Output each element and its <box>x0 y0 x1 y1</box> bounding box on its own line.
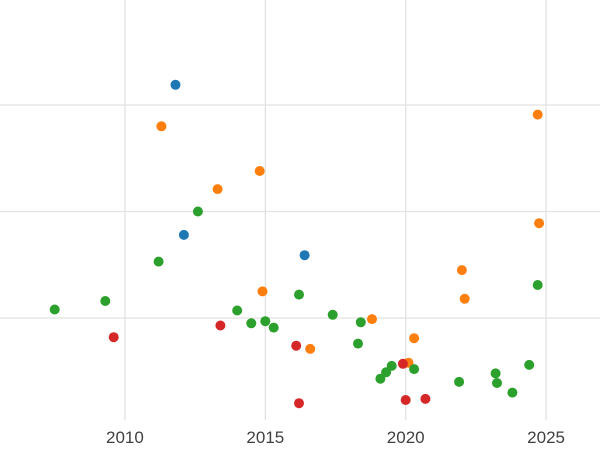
data-point-green <box>355 317 366 328</box>
x-tick-label: 2020 <box>387 428 425 447</box>
data-point-green <box>49 304 60 315</box>
data-point-red <box>400 395 411 405</box>
data-point-green <box>454 376 465 387</box>
data-point-red <box>291 340 302 351</box>
data-point-orange <box>534 218 545 229</box>
data-point-green <box>100 296 111 306</box>
data-point-orange <box>212 184 223 195</box>
data-point-red <box>215 320 226 331</box>
data-point-orange <box>305 343 316 354</box>
x-tick-label: 2025 <box>527 428 565 447</box>
data-point-green <box>246 318 257 329</box>
data-point-red <box>397 358 408 369</box>
data-point-green <box>260 316 271 327</box>
data-point-green <box>153 256 164 267</box>
data-point-red <box>420 393 431 404</box>
data-point-green <box>232 305 243 316</box>
data-point-orange <box>532 109 543 120</box>
data-point-green <box>353 338 363 349</box>
data-point-green <box>268 322 279 333</box>
x-tick-label: 2015 <box>246 428 284 447</box>
data-point-green <box>386 360 397 371</box>
data-point-orange <box>257 286 268 297</box>
data-point-orange <box>459 293 470 304</box>
data-point-green <box>532 280 543 290</box>
data-point-orange <box>156 121 167 132</box>
data-point-green <box>294 289 304 300</box>
data-point-blue <box>178 229 189 240</box>
data-point-red <box>108 332 119 343</box>
data-point-blue <box>170 79 181 90</box>
data-point-blue <box>299 250 310 261</box>
data-point-orange <box>254 166 265 176</box>
data-point-green <box>492 378 502 388</box>
data-point-green <box>490 368 501 379</box>
data-point-green <box>524 359 535 370</box>
data-point-green <box>327 309 338 320</box>
data-point-orange <box>409 333 420 344</box>
data-point-orange <box>456 265 467 276</box>
data-point-green <box>375 373 386 384</box>
data-point-orange <box>367 314 377 325</box>
x-tick-label: 2010 <box>106 428 144 447</box>
data-point-green <box>409 364 420 375</box>
data-point-red <box>294 398 304 409</box>
data-point-green <box>507 387 518 398</box>
data-point-green <box>192 206 203 217</box>
